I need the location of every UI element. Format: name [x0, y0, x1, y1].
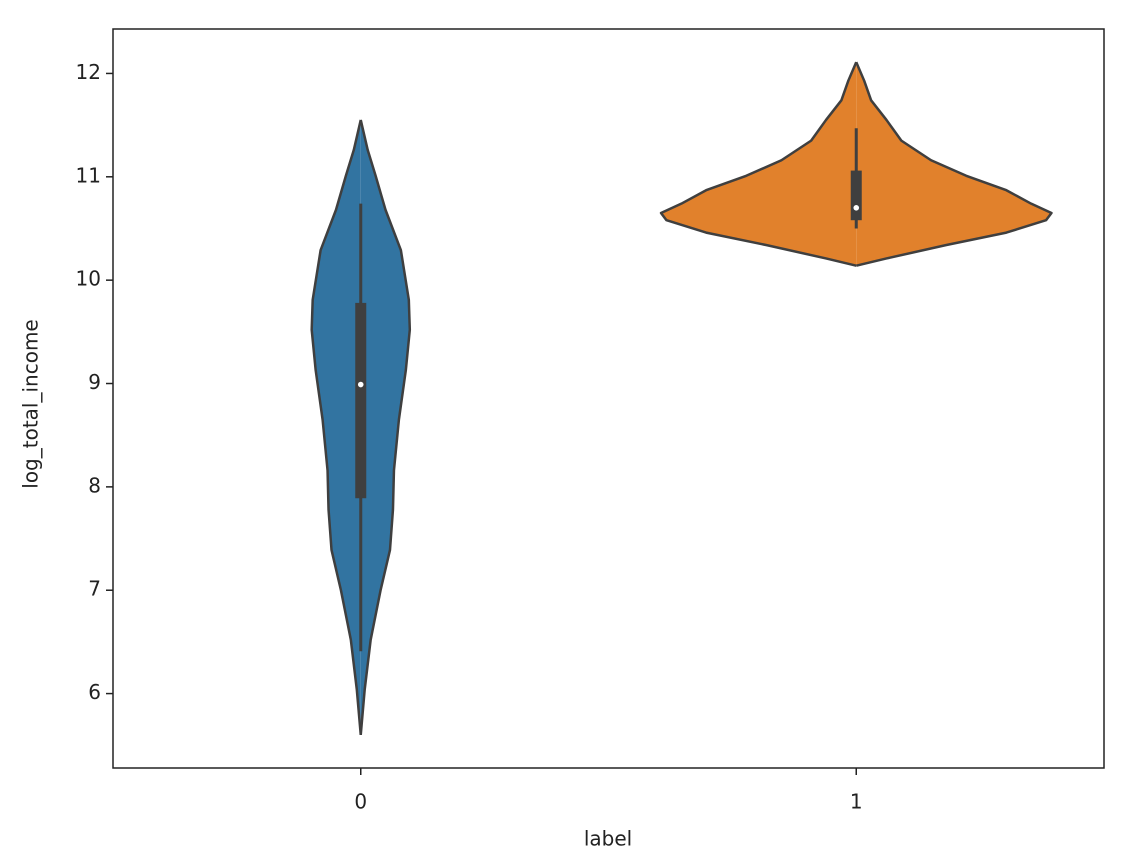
- plot-area: [113, 29, 1104, 768]
- y-tick-label: 11: [76, 163, 101, 187]
- y-tick-label: 8: [88, 473, 101, 497]
- y-axis-label: log_total_income: [19, 319, 43, 488]
- violin-half: [659, 61, 858, 267]
- violin-half: [855, 61, 1053, 267]
- median: [357, 381, 364, 388]
- x-tick-label: 0: [354, 790, 367, 814]
- violin-half: [310, 119, 362, 736]
- y-tick-label: 7: [88, 577, 101, 601]
- y-tick-label: 12: [76, 60, 101, 84]
- y-tick-label: 9: [88, 370, 101, 394]
- box: [355, 302, 367, 499]
- y-tick-label: 6: [88, 680, 101, 704]
- median: [853, 205, 860, 211]
- violin-half: [359, 119, 412, 736]
- box: [850, 170, 862, 221]
- y-tick-label: 10: [76, 267, 101, 291]
- x-tick-label: 1: [850, 790, 863, 814]
- x-axis-label: label: [584, 827, 632, 851]
- axes-frame: [112, 28, 1105, 769]
